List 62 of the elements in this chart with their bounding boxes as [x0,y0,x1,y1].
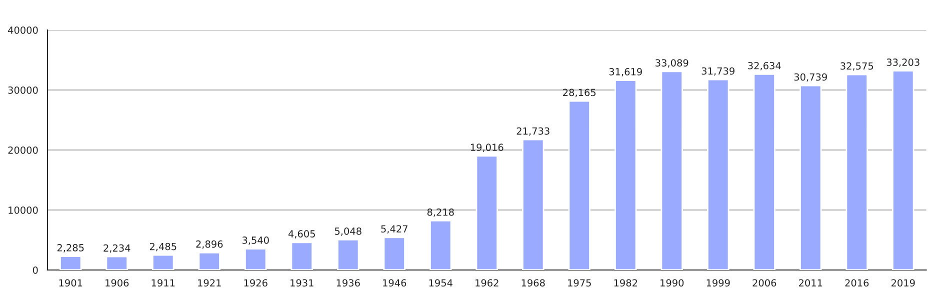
bar [800,84,822,270]
x-tick-label: 2011 [798,279,822,287]
data-label: 2,485 [150,242,176,252]
x-tick-label: 1946 [383,279,406,287]
bar [383,236,406,270]
data-label: 2,234 [104,244,130,253]
data-label: 19,016 [470,144,504,152]
x-tick-label: 1901 [59,279,82,287]
x-tick-label: 1921 [198,279,221,287]
x-tick-label: 1990 [660,279,684,287]
bar [846,74,868,270]
bar [892,70,914,270]
bar [614,80,637,270]
x-tick-label: 2016 [845,279,869,287]
bar [568,100,590,270]
data-label: 21,733 [516,127,550,136]
bar [60,256,82,270]
data-label: 32,634 [748,62,781,70]
bar [660,70,683,270]
bar [522,138,544,270]
y-tick-label: 20000 [8,146,38,154]
y-tick-label: 30000 [8,86,38,94]
bar [753,74,776,270]
data-label: 31,619 [609,68,642,76]
data-label: 5,427 [381,225,408,234]
x-tick-label: 1968 [522,279,545,287]
x-tick-label: 1975 [568,279,591,287]
data-label: 3,540 [242,236,269,245]
data-label: 33,203 [886,58,920,67]
bar [430,220,452,270]
bar [337,239,360,270]
bar [244,248,267,270]
data-label: 2,896 [196,240,223,249]
x-tick-label: 1999 [706,279,730,287]
data-label: 28,165 [563,88,596,98]
bar [152,254,174,270]
y-tick-label: 40000 [8,26,38,34]
bar [290,242,313,270]
x-tick-label: 1954 [429,279,452,287]
bar [106,256,128,270]
data-label: 8,218 [427,208,454,217]
x-tick-label: 1962 [476,279,498,287]
y-tick-label: 0 [32,266,38,274]
data-label: 32,575 [840,62,874,71]
bar [476,155,498,270]
x-tick-label: 1982 [614,279,638,287]
x-tick-label: 2019 [891,279,915,287]
x-tick-label: 1906 [106,279,129,287]
data-label: 5,048 [334,227,362,236]
data-label: 31,739 [702,67,734,76]
x-tick-label: 1931 [290,279,314,287]
x-tick-label: 1936 [336,279,360,287]
x-tick-label: 1926 [244,279,268,287]
bar [707,78,730,270]
data-label: 2,285 [57,244,84,252]
data-label: 30,739 [794,73,827,82]
data-label: 33,089 [656,59,688,68]
y-tick-label: 10000 [8,206,38,214]
x-tick-label: 2006 [752,279,776,287]
bar [198,252,220,270]
data-label: 4,605 [288,230,315,238]
x-tick-label: 1911 [152,279,175,287]
